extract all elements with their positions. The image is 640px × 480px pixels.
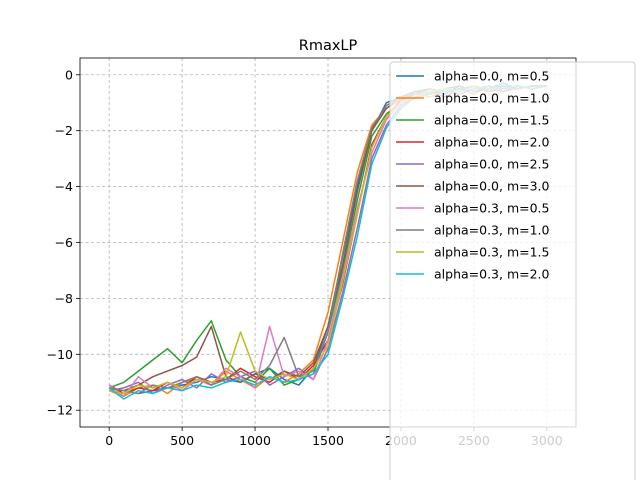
legend-entry: alpha=0.0, m=3.0	[434, 179, 550, 194]
legend-entry: alpha=0.3, m=1.5	[434, 245, 549, 260]
legend-entry: alpha=0.0, m=0.5	[434, 69, 549, 84]
x-tick-label: 0	[105, 433, 113, 448]
x-tick-label: 1500	[312, 433, 344, 448]
y-tick-label: −4	[55, 179, 73, 194]
legend-entry: alpha=0.3, m=1.0	[434, 223, 550, 238]
legend-box	[389, 61, 636, 480]
legend-entry: alpha=0.3, m=2.0	[434, 267, 550, 282]
y-tick-label: 0	[65, 67, 73, 82]
y-tick-label: −2	[55, 123, 73, 138]
legend-entry: alpha=0.3, m=0.5	[434, 201, 549, 216]
legend-entry: alpha=0.0, m=1.0	[434, 91, 550, 106]
legend: alpha=0.0, m=0.5 alpha=0.0, m=1.0 alpha=0.…	[389, 61, 636, 480]
legend-entry: alpha=0.0, m=2.5	[434, 157, 549, 172]
y-tick-label: −12	[47, 403, 73, 418]
x-tick-label: 1000	[239, 433, 271, 448]
legend-entry: alpha=0.0, m=1.5	[434, 113, 549, 128]
legend-entry: alpha=0.0, m=2.0	[434, 135, 550, 150]
y-tick-label: −6	[55, 235, 73, 250]
chart-title: RmaxLP	[299, 38, 358, 54]
y-tick-label: −10	[47, 347, 73, 362]
y-axis: −12 −10 −8 −6 −4 −2 0	[47, 67, 80, 418]
x-tick-label: 500	[170, 433, 194, 448]
y-tick-label: −8	[55, 291, 73, 306]
